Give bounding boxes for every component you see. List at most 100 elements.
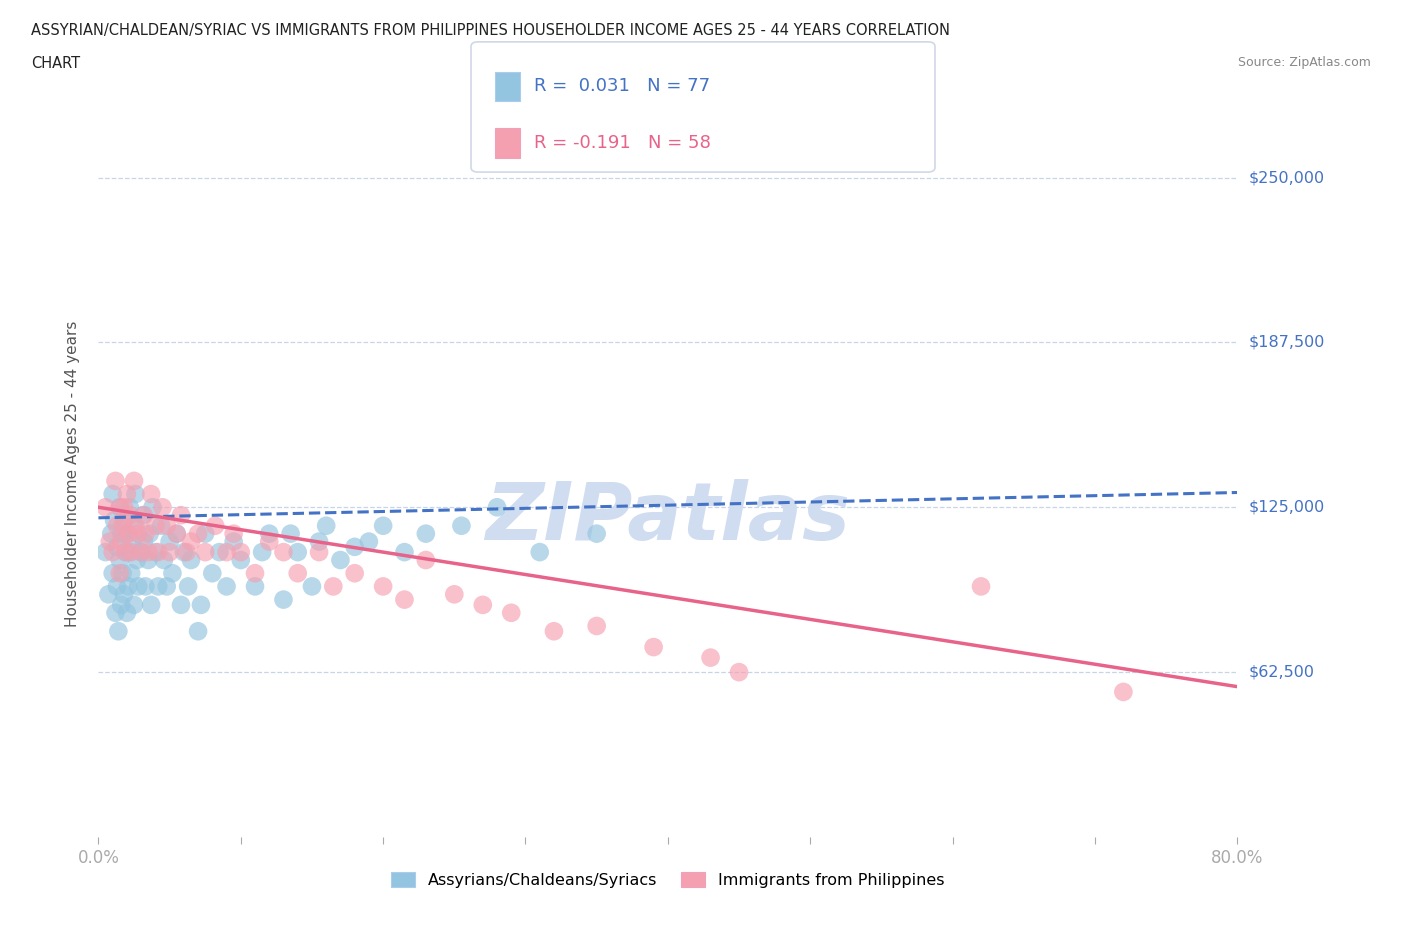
Point bbox=[357, 534, 380, 549]
Point bbox=[111, 565, 134, 580]
Point bbox=[170, 597, 193, 612]
Point bbox=[120, 545, 142, 560]
Text: R = -0.191   N = 58: R = -0.191 N = 58 bbox=[534, 134, 711, 153]
Point bbox=[105, 518, 128, 533]
Point bbox=[443, 587, 465, 602]
Point bbox=[486, 499, 509, 514]
Point bbox=[100, 526, 122, 541]
Point bbox=[108, 499, 131, 514]
Y-axis label: Householder Income Ages 25 - 44 years: Householder Income Ages 25 - 44 years bbox=[65, 321, 80, 628]
Point bbox=[101, 545, 124, 560]
Point bbox=[132, 508, 155, 523]
Point bbox=[110, 526, 132, 541]
Point bbox=[180, 534, 202, 549]
Point bbox=[259, 526, 281, 541]
Point bbox=[108, 565, 131, 580]
Point bbox=[176, 545, 198, 560]
Point bbox=[127, 526, 149, 541]
Point bbox=[131, 508, 153, 523]
Point bbox=[129, 545, 152, 560]
Point bbox=[501, 605, 523, 620]
Point bbox=[187, 526, 209, 541]
Point bbox=[139, 597, 162, 612]
Point bbox=[105, 539, 128, 554]
Point bbox=[159, 534, 181, 549]
Point bbox=[124, 518, 146, 533]
Point bbox=[373, 579, 395, 594]
Point bbox=[103, 513, 125, 528]
Point bbox=[287, 545, 309, 560]
Text: $250,000: $250,000 bbox=[1249, 170, 1324, 185]
Point bbox=[222, 526, 245, 541]
Point bbox=[450, 518, 472, 533]
Point bbox=[162, 565, 184, 580]
Point bbox=[118, 545, 141, 560]
Point bbox=[115, 526, 138, 541]
Point bbox=[166, 526, 188, 541]
Text: $62,500: $62,500 bbox=[1249, 665, 1315, 680]
Point bbox=[104, 605, 127, 620]
Point bbox=[308, 545, 330, 560]
Point bbox=[101, 565, 124, 580]
Point bbox=[122, 473, 145, 488]
Point bbox=[308, 534, 330, 549]
Point bbox=[150, 518, 173, 533]
Point bbox=[529, 545, 551, 560]
Point bbox=[117, 526, 139, 541]
Text: R =  0.031   N = 77: R = 0.031 N = 77 bbox=[534, 77, 710, 96]
Point bbox=[117, 579, 139, 594]
Point bbox=[101, 486, 124, 501]
Point bbox=[170, 508, 193, 523]
Point bbox=[94, 499, 117, 514]
Point bbox=[148, 579, 170, 594]
Point bbox=[229, 545, 252, 560]
Point bbox=[153, 552, 176, 567]
Point bbox=[222, 534, 245, 549]
Point bbox=[148, 545, 170, 560]
Point bbox=[104, 473, 127, 488]
Text: $187,500: $187,500 bbox=[1249, 335, 1324, 350]
Point bbox=[97, 587, 120, 602]
Point bbox=[343, 539, 366, 554]
Point bbox=[585, 618, 607, 633]
Point bbox=[194, 545, 217, 560]
Point bbox=[121, 534, 143, 549]
Point bbox=[111, 518, 134, 533]
Point bbox=[322, 579, 344, 594]
Point bbox=[180, 552, 202, 567]
Point bbox=[114, 545, 136, 560]
Point bbox=[98, 534, 121, 549]
Point bbox=[152, 499, 174, 514]
Point bbox=[415, 552, 437, 567]
Point bbox=[127, 579, 149, 594]
Point bbox=[145, 545, 167, 560]
Point bbox=[108, 552, 131, 567]
Point bbox=[394, 545, 416, 560]
Point bbox=[145, 518, 167, 533]
Point bbox=[280, 526, 302, 541]
Point bbox=[139, 486, 162, 501]
Point bbox=[122, 518, 145, 533]
Point bbox=[177, 579, 200, 594]
Point bbox=[1112, 684, 1135, 699]
Point bbox=[138, 526, 160, 541]
Point bbox=[115, 486, 138, 501]
Point bbox=[105, 579, 128, 594]
Point bbox=[187, 624, 209, 639]
Point bbox=[194, 526, 217, 541]
Point bbox=[250, 545, 273, 560]
Point bbox=[215, 545, 238, 560]
Point bbox=[273, 592, 295, 607]
Point bbox=[134, 526, 156, 541]
Point bbox=[132, 534, 155, 549]
Legend: Assyrians/Chaldeans/Syriacs, Immigrants from Philippines: Assyrians/Chaldeans/Syriacs, Immigrants … bbox=[385, 866, 950, 895]
Point bbox=[215, 579, 238, 594]
Point bbox=[159, 545, 181, 560]
Point bbox=[190, 597, 212, 612]
Point bbox=[166, 526, 188, 541]
Point bbox=[122, 597, 145, 612]
Point bbox=[107, 624, 129, 639]
Point bbox=[136, 552, 159, 567]
Text: ZIPatlas: ZIPatlas bbox=[485, 479, 851, 557]
Text: ASSYRIAN/CHALDEAN/SYRIAC VS IMMIGRANTS FROM PHILIPPINES HOUSEHOLDER INCOME AGES : ASSYRIAN/CHALDEAN/SYRIAC VS IMMIGRANTS F… bbox=[31, 23, 950, 38]
